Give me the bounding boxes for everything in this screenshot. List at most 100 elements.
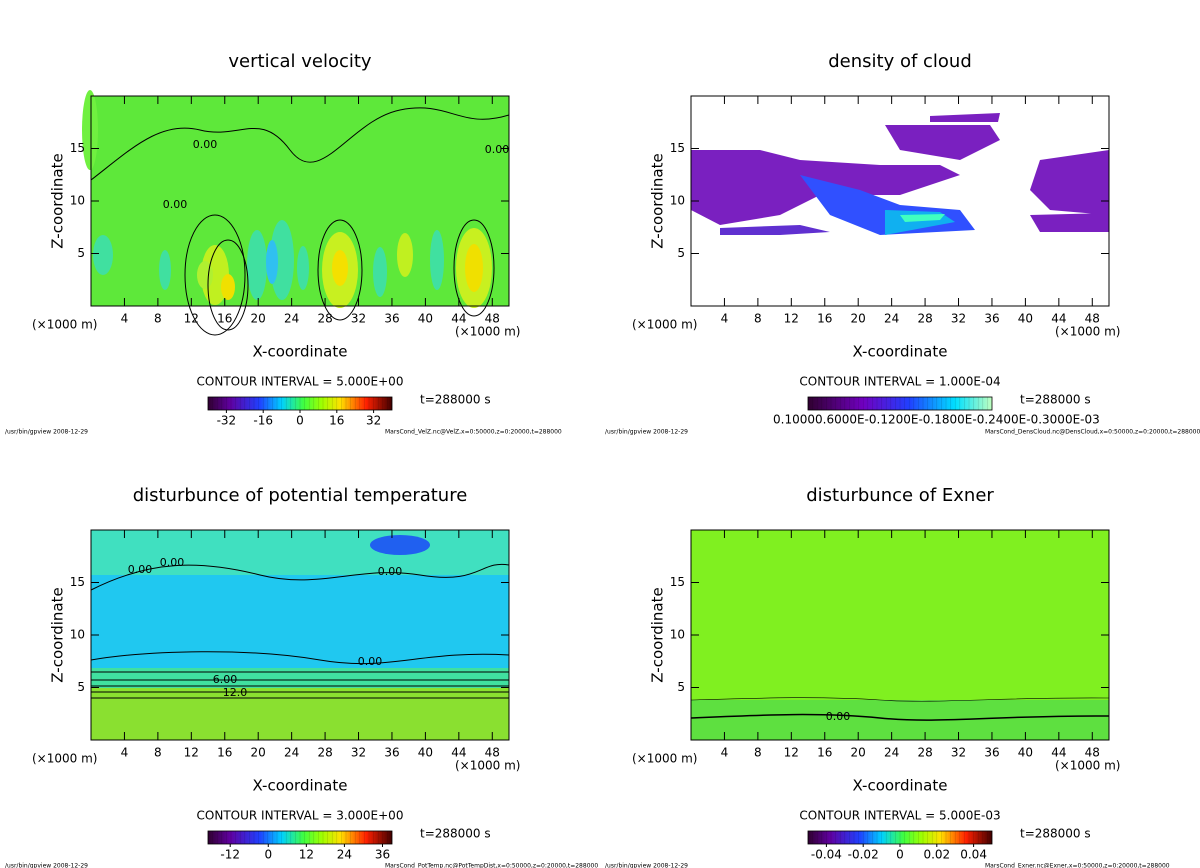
y-tick-label: 15 [70,575,85,589]
footer-left: /usr/bin/gpview 2008-12-29 [5,863,88,868]
field-blob [332,250,348,286]
x-tick-label: 16 [817,312,832,326]
x-axis-label: X-coordinate [853,777,948,795]
field-blob [397,233,413,277]
x-tick-label: 4 [121,746,129,760]
colorbar-tick-label: 0 [264,848,272,862]
field [91,668,509,688]
colorbar-tick-label: -0.04 [811,848,842,862]
time-label: t=288000 s [1020,827,1091,841]
x-tick-label: 24 [884,312,899,326]
y-axis-label: Z-coordinate [649,153,667,248]
y-tick-label: 15 [670,575,685,589]
x-tick-label: 28 [917,312,932,326]
x-tick-label: 4 [721,746,729,760]
field [91,688,509,740]
y-tick-label: 5 [77,680,85,694]
x-tick-label: 28 [317,312,332,326]
field-blob [197,261,213,289]
footer-right: MarsCond_PotTemp.nc@PotTempDist,x=0:5000… [385,863,598,868]
colorbar-tick-label: 0 [896,848,904,862]
x-tick-label: 24 [284,746,299,760]
colorbar-tick-label: -32 [217,414,237,428]
x-tick-label: 8 [754,312,762,326]
y-axis-label: Z-coordinate [49,153,67,248]
x-tick-label: 48 [1085,312,1100,326]
x-unit-label: (×1000 m) [1055,325,1120,339]
x-tick-label: 32 [951,312,966,326]
x-tick-label: 16 [217,312,232,326]
x-unit-label: (×1000 m) [1055,759,1120,773]
footer-left: /usr/bin/gpview 2008-12-29 [5,429,88,436]
x-tick-label: 4 [721,312,729,326]
x-unit-label: (×1000 m) [632,318,697,332]
time-label: t=288000 s [420,827,491,841]
footer-right: MarsCond_Exner.nc@Exner,x=0:50000,z=0:20… [985,863,1170,868]
x-tick-label: 44 [1051,312,1066,326]
field-blob [297,246,309,290]
x-tick-label: 28 [317,746,332,760]
x-tick-label: 28 [917,746,932,760]
x-tick-label: 32 [351,312,366,326]
contour-line [207,239,249,331]
colorbar-tick-label: 0 [296,414,304,428]
y-axis-label: Z-coordinate [49,587,67,682]
contour-line [90,107,510,181]
field-blob [266,240,278,284]
x-tick-label: 40 [418,312,433,326]
x-tick-label: 20 [251,312,266,326]
field-blob [159,250,171,290]
x-tick-label: 44 [451,312,466,326]
x-tick-label: 12 [184,312,199,326]
contour-label: 0.00 [160,556,185,569]
panel: density of cloud Z-coordinate X-coordinate… [605,51,1200,436]
field-blob [465,244,483,292]
chart-title: disturbunce of potential temperature [133,485,468,506]
y-tick-label: 10 [670,628,685,642]
x-tick-label: 32 [951,746,966,760]
field-blob [930,113,1000,122]
colorbar-tick-label: -16 [253,414,273,428]
x-tick-label: 48 [1085,746,1100,760]
x-tick-label: 12 [784,746,799,760]
time-label: t=288000 s [1020,393,1091,407]
contour-label: 0.00 [163,198,188,211]
contour-line [184,214,246,336]
field-blob [1030,213,1109,232]
field-blob [1030,150,1109,215]
x-tick-label: 40 [418,746,433,760]
x-tick-label: 20 [251,746,266,760]
contour-interval: CONTOUR INTERVAL = 5.000E+00 [197,375,404,389]
x-tick-label: 40 [1018,746,1033,760]
footer-left: /usr/bin/gpview 2008-12-29 [605,429,688,436]
colorbar-label: 0.10000.6000E-0.1200E-0.1800E-0.2400E-0.… [773,413,1100,427]
y-tick-label: 10 [670,194,685,208]
panel: disturbunce of Exner Z-coordinate X-coordi… [605,485,1170,868]
y-tick-label: 5 [677,680,685,694]
x-tick-label: 8 [154,312,162,326]
y-tick-label: 5 [77,246,85,260]
x-tick-label: 4 [121,312,129,326]
chart-title: vertical velocity [228,51,372,72]
x-axis-label: X-coordinate [853,343,948,361]
y-axis-label: Z-coordinate [649,587,667,682]
x-tick-label: 40 [1018,312,1033,326]
contour-interval: CONTOUR INTERVAL = 1.000E-04 [799,375,1000,389]
x-unit-label: (×1000 m) [455,759,520,773]
contour-label: 0.00 [378,565,403,578]
x-tick-label: 16 [817,746,832,760]
contour-label: 0.00 [826,710,851,723]
x-tick-label: 44 [1051,746,1066,760]
contour-line [453,219,495,317]
contour-line [90,651,510,665]
x-tick-label: 32 [351,746,366,760]
x-tick-label: 36 [984,746,999,760]
x-unit-label: (×1000 m) [32,752,97,766]
chart-title: disturbunce of Exner [806,485,994,506]
field-blob [430,230,444,290]
field-blob [221,274,235,300]
footer-right: MarsCond_VelZ.nc@VelZ,x=0:50000,z=0:2000… [385,429,562,436]
field-blob [270,220,294,300]
colorbar-tick-label: 24 [337,848,352,862]
